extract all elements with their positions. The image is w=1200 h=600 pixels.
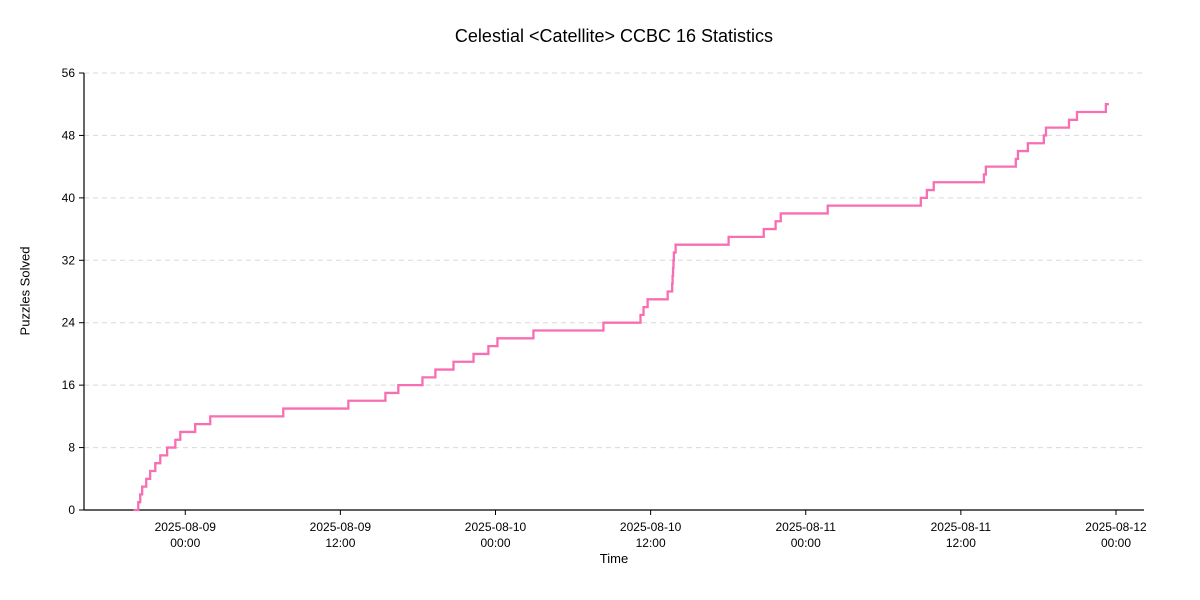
x-tick-label-date: 2025-08-11 [775, 520, 836, 534]
data-step-line [133, 103, 1109, 512]
y-tick-label: 32 [62, 253, 76, 267]
x-tick-label-date: 2025-08-10 [465, 520, 527, 534]
x-tick-label-time: 12:00 [946, 536, 976, 550]
y-tick-label: 8 [68, 441, 75, 455]
y-tick-label: 48 [62, 128, 76, 142]
x-tick-label-time: 00:00 [170, 536, 200, 550]
chart-title: Celestial <Catellite> CCBC 16 Statistics [454, 26, 774, 46]
y-tick-label: 24 [62, 316, 76, 330]
x-tick-label-date: 2025-08-10 [620, 520, 682, 534]
x-tick-label-date: 2025-08-12 [1085, 520, 1147, 534]
y-tick-label: 16 [62, 378, 76, 392]
x-tick-label-time: 00:00 [480, 536, 510, 550]
x-tick-label-time: 00:00 [791, 536, 821, 550]
x-axis-title: Time [599, 551, 629, 566]
x-tick-label-time: 00:00 [1101, 536, 1131, 550]
y-tick-label: 56 [62, 66, 76, 80]
x-tick-label-time: 12:00 [636, 536, 666, 550]
y-tick-label: 0 [68, 503, 75, 517]
y-axis-title: Puzzles Solved [17, 246, 33, 336]
y-tick-label: 40 [62, 191, 76, 205]
x-tick-label-date: 2025-08-09 [310, 520, 372, 534]
x-tick-label-date: 2025-08-11 [931, 520, 992, 534]
x-tick-label-time: 12:00 [325, 536, 355, 550]
x-tick-label-date: 2025-08-09 [155, 520, 217, 534]
